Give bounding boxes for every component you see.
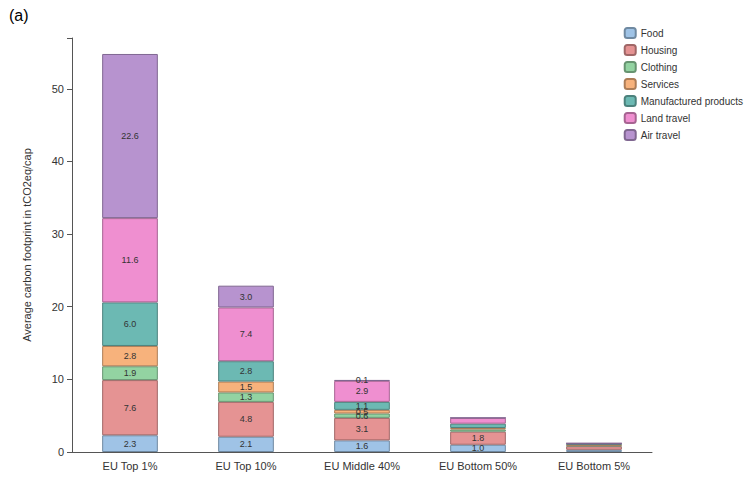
svg-text:22.6: 22.6 xyxy=(121,131,139,141)
svg-text:1.9: 1.9 xyxy=(124,368,137,378)
svg-text:50: 50 xyxy=(52,83,64,95)
svg-text:EU Top 10%: EU Top 10% xyxy=(216,460,277,472)
svg-text:30: 30 xyxy=(52,228,64,240)
svg-text:2.3: 2.3 xyxy=(124,439,137,449)
svg-text:Clothing: Clothing xyxy=(641,62,678,73)
svg-text:40: 40 xyxy=(52,155,64,167)
svg-text:7.6: 7.6 xyxy=(124,403,137,413)
svg-text:EU Bottom 5%: EU Bottom 5% xyxy=(558,460,630,472)
svg-text:Average carbon footprint in tC: Average carbon footprint in tCO2eq/cap xyxy=(21,148,33,342)
svg-text:EU Bottom 50%: EU Bottom 50% xyxy=(439,460,517,472)
svg-text:2.9: 2.9 xyxy=(356,386,369,396)
svg-text:1.6: 1.6 xyxy=(356,441,369,451)
svg-text:EU Top 1%: EU Top 1% xyxy=(103,460,158,472)
svg-text:(a): (a) xyxy=(9,7,29,24)
svg-text:11.6: 11.6 xyxy=(122,255,139,265)
svg-text:2.8: 2.8 xyxy=(240,366,253,376)
svg-text:2.8: 2.8 xyxy=(124,351,137,361)
svg-text:EU Middle 40%: EU Middle 40% xyxy=(324,460,400,472)
svg-text:3.1: 3.1 xyxy=(356,424,369,434)
svg-text:0.1: 0.1 xyxy=(356,375,369,385)
svg-text:10: 10 xyxy=(52,373,64,385)
svg-text:1.5: 1.5 xyxy=(240,382,253,392)
svg-text:Housing: Housing xyxy=(641,45,678,56)
svg-text:4.8: 4.8 xyxy=(240,414,253,424)
svg-text:Manufactured products: Manufactured products xyxy=(641,96,743,107)
svg-text:1.1: 1.1 xyxy=(356,401,369,411)
svg-text:Land travel: Land travel xyxy=(641,113,690,124)
svg-text:20: 20 xyxy=(52,301,64,313)
svg-text:Services: Services xyxy=(641,79,679,90)
svg-text:6.0: 6.0 xyxy=(124,319,137,329)
svg-text:0.5: 0.5 xyxy=(355,406,369,417)
svg-text:3.0: 3.0 xyxy=(240,292,253,302)
svg-text:7.4: 7.4 xyxy=(240,329,253,339)
svg-text:Food: Food xyxy=(641,28,664,39)
svg-text:Air travel: Air travel xyxy=(641,130,680,141)
svg-text:0: 0 xyxy=(58,446,64,458)
svg-text:1.8: 1.8 xyxy=(472,433,485,443)
svg-text:1.3: 1.3 xyxy=(240,392,253,402)
svg-text:2.1: 2.1 xyxy=(240,439,253,449)
svg-text:1.0: 1.0 xyxy=(472,443,485,453)
